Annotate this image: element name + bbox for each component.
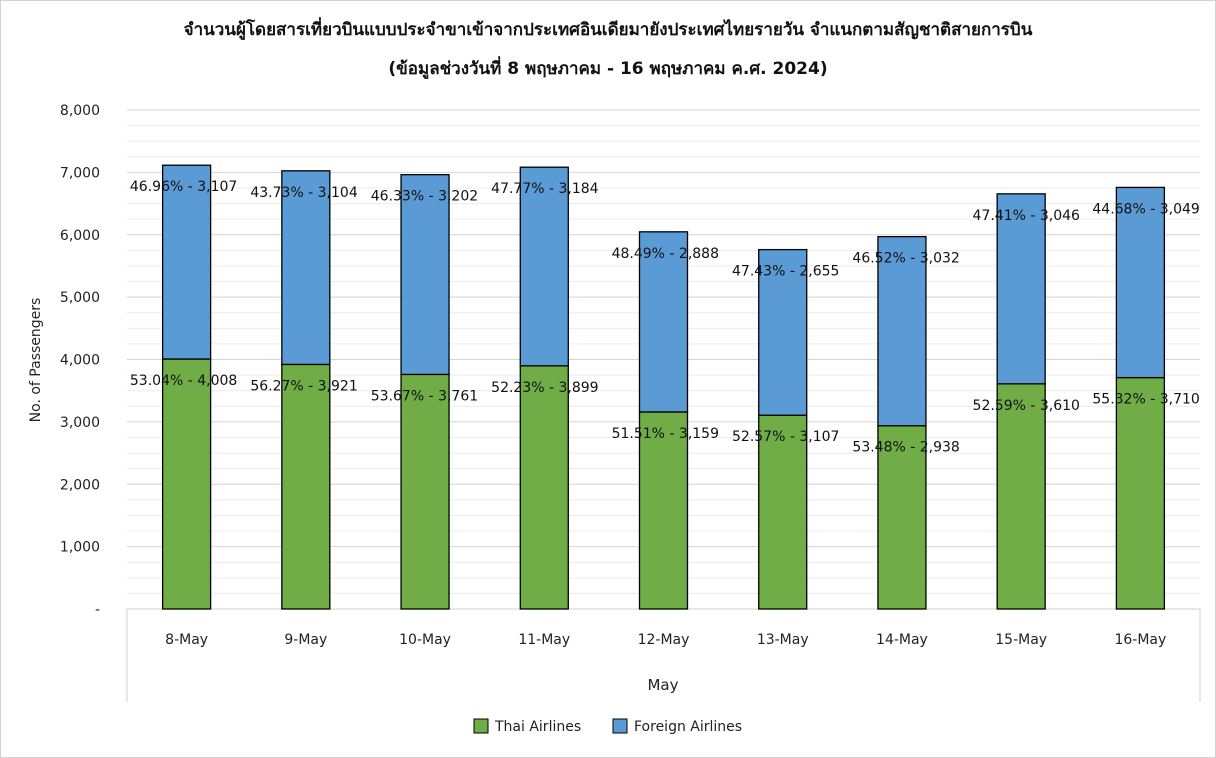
data-label: 53.04% - 4,008 <box>130 373 237 389</box>
y-tick-label: 5,000 <box>60 290 100 306</box>
x-tick-label: 10-May <box>399 632 451 648</box>
data-label: 51.51% - 3,159 <box>612 426 719 442</box>
y-tick-labels: - 1,000 2,000 3,000 4,000 5,000 6,000 7,000 8,00… <box>60 103 100 618</box>
data-label: 43.73% - 3,104 <box>250 185 358 201</box>
data-label: 55.32% - 3,710 <box>1092 392 1199 408</box>
legend-swatch <box>612 718 628 734</box>
bar-foreign-airlines <box>1115 186 1166 379</box>
y-tick-label: 4,000 <box>60 353 100 369</box>
bar-thai-airlines <box>877 425 927 610</box>
bar-thai-airlines <box>161 358 212 610</box>
legend-label: Thai Airlines <box>494 719 581 735</box>
bar-foreign-airlines <box>638 231 689 413</box>
y-tick-label: 6,000 <box>60 228 100 244</box>
bar-thai-airlines <box>281 363 331 610</box>
data-label: 47.43% - 2,655 <box>732 264 839 280</box>
chart-title: จำนวนผู้โดยสารเที่ยวบินแบบประจำขาเข้าจาก… <box>183 20 1033 40</box>
data-label: 56.27% - 3,921 <box>250 378 357 394</box>
legend: Thai Airlines Foreign Airlines <box>473 718 742 735</box>
x-tick-labels: 8-May 9-May 10-May 11-May 12-May 13-May 14-May… <box>165 632 1166 648</box>
x-tick-label: 11-May <box>518 632 570 648</box>
data-label: 46.52% - 3,032 <box>852 251 959 267</box>
data-label: 46.33% - 3,202 <box>371 189 478 205</box>
data-label: 52.59% - 3,610 <box>973 398 1080 414</box>
data-label: 44.68% - 3,049 <box>1092 201 1199 217</box>
chart-subtitle: (ข้อมูลช่วงวันที่ 8 พฤษภาคม - 16 พฤษภาคม… <box>388 59 828 79</box>
data-label: 48.49% - 2,888 <box>612 246 719 262</box>
bar-foreign-airlines <box>877 235 927 427</box>
bar-foreign-airlines <box>996 193 1046 385</box>
bar-thai-airlines <box>519 365 569 610</box>
legend-swatch <box>473 718 489 734</box>
data-label: 52.57% - 3,107 <box>732 429 839 445</box>
y-tick-label: 1,000 <box>60 540 100 556</box>
y-axis-label: No. of Passengers <box>28 298 44 423</box>
data-label: 52.23% - 3,899 <box>491 380 598 396</box>
y-tick-label: 7,000 <box>60 165 100 181</box>
bar-thai-airlines <box>1115 376 1166 610</box>
bars <box>161 164 1166 610</box>
bar-foreign-airlines <box>161 164 212 360</box>
data-label: 53.67% - 3,761 <box>371 388 478 404</box>
bar-foreign-airlines <box>758 248 808 416</box>
x-tick-label: 16-May <box>1114 632 1166 648</box>
bar-thai-airlines <box>996 383 1046 610</box>
x-tick-label: 14-May <box>876 632 928 648</box>
bar-foreign-airlines <box>400 174 450 376</box>
legend-label: Foreign Airlines <box>634 719 742 735</box>
y-tick-label: 8,000 <box>60 103 100 119</box>
bar-foreign-airlines <box>281 170 331 366</box>
data-label: 47.41% - 3,046 <box>973 208 1081 224</box>
x-axis-label: May <box>647 676 678 694</box>
bar-thai-airlines <box>400 373 450 610</box>
x-tick-label: 13-May <box>757 632 809 648</box>
data-label: 53.48% - 2,938 <box>852 440 959 456</box>
y-tick-label: 2,000 <box>60 477 100 493</box>
bar-thai-airlines <box>638 411 689 610</box>
data-label: 46.96% - 3,107 <box>130 179 237 195</box>
x-tick-label: 15-May <box>995 632 1047 648</box>
bar-foreign-airlines <box>519 166 569 367</box>
y-tick-label: - <box>95 602 100 618</box>
data-label: 47.77% - 3,184 <box>491 181 599 197</box>
x-tick-label: 12-May <box>638 632 690 648</box>
bar-thai-airlines <box>758 414 808 610</box>
data-labels: 53.04% - 4,008 46.96% - 3,107 56.27% - 3,9… <box>130 179 1200 456</box>
x-tick-label: 9-May <box>284 632 327 648</box>
x-tick-label: 8-May <box>165 632 208 648</box>
y-tick-label: 3,000 <box>60 415 100 431</box>
